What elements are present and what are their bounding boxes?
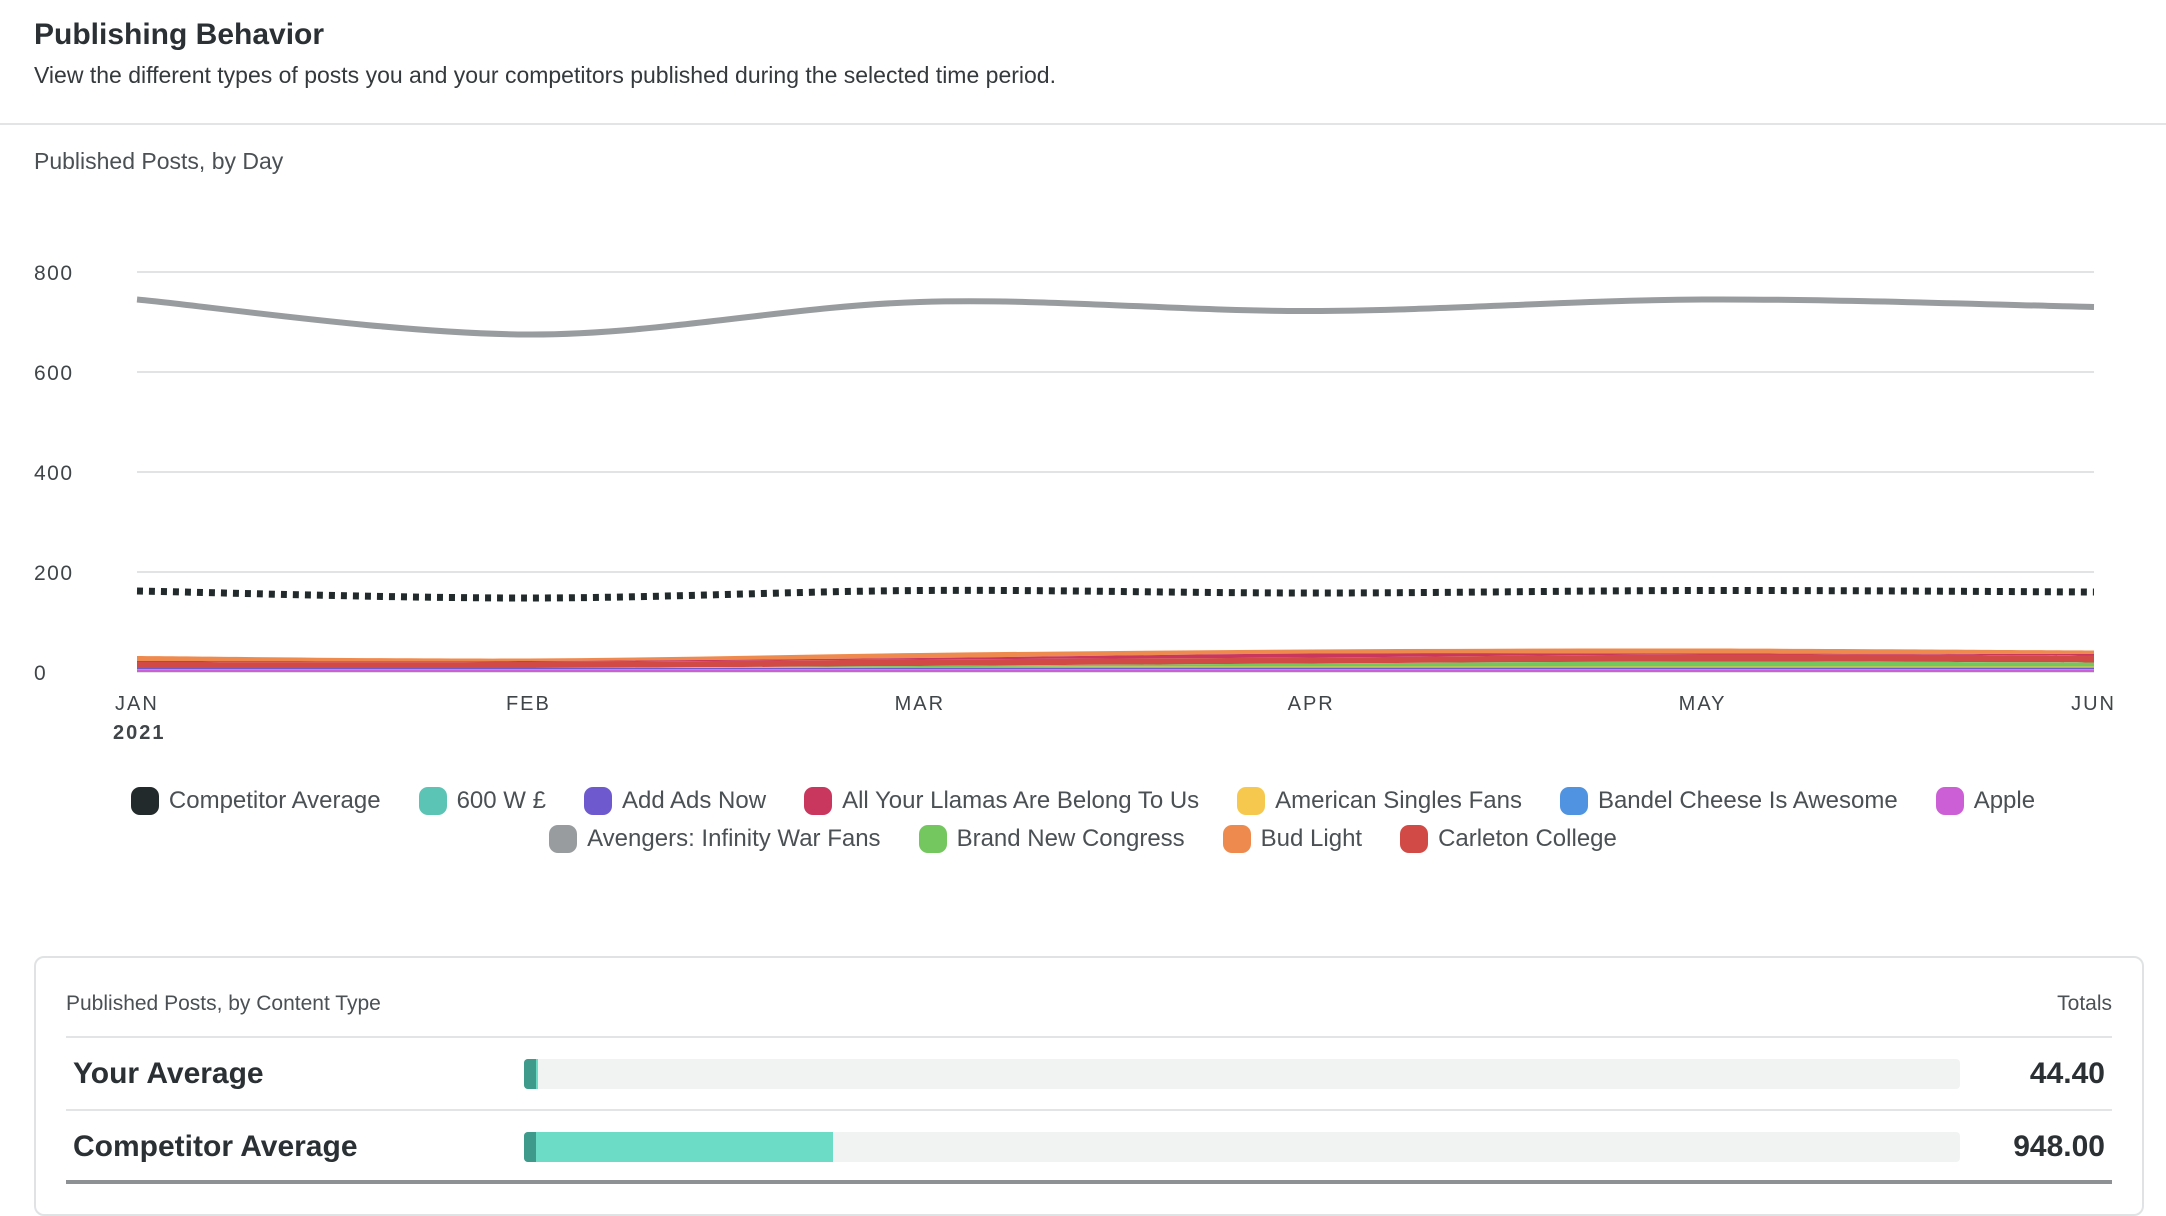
content-type-title: Published Posts, by Content Type bbox=[66, 992, 381, 1015]
y-tick-label: 0 bbox=[34, 662, 47, 685]
series-line-avengers-infinity-war-fans bbox=[136, 296, 2095, 338]
published-posts-chart: 800 600 400 200 0 JAN FEB MAR APR MAY JUN 2021 bbox=[34, 262, 2116, 744]
legend-label: Bud Light bbox=[1260, 825, 1363, 852]
area-bandel-cheese-is-awesome bbox=[137, 667, 2094, 669]
chart-title: Published Posts, by Day bbox=[34, 148, 284, 174]
progress-track bbox=[524, 1132, 1960, 1162]
y-tick-label: 600 bbox=[34, 362, 74, 385]
area-american-singles-fans bbox=[137, 666, 2094, 669]
legend-label: Carleton College bbox=[1438, 825, 1617, 852]
content-type-card: Published Posts, by Content Type Totals … bbox=[34, 956, 2144, 1216]
legend-row: Competitor Average 600 W £ Add Ads Now All … bbox=[0, 782, 2166, 820]
y-tick-label: 400 bbox=[34, 462, 74, 485]
series-line-competitor-average bbox=[136, 586, 2095, 602]
area-bud-light bbox=[137, 648, 2094, 662]
legend-swatch bbox=[1237, 787, 1266, 815]
area-600-w- bbox=[137, 669, 2094, 670]
y-tick-label: 200 bbox=[34, 562, 74, 585]
card-divider bbox=[66, 1036, 2112, 1038]
chart-legend: Competitor Average 600 W £ Add Ads Now All … bbox=[0, 782, 2166, 858]
legend-swatch bbox=[583, 787, 612, 815]
legend-swatch bbox=[130, 787, 159, 815]
legend-item[interactable]: American Singles Fans bbox=[1237, 787, 1522, 815]
legend-item[interactable]: 600 W £ bbox=[418, 787, 546, 815]
legend-item[interactable]: Bud Light bbox=[1222, 825, 1363, 853]
legend-item[interactable]: Add Ads Now bbox=[583, 787, 767, 815]
legend-swatch bbox=[1222, 825, 1251, 853]
x-tick-label: JUN bbox=[2071, 693, 2116, 715]
progress-cap bbox=[524, 1132, 536, 1162]
page-title: Publishing Behavior bbox=[34, 18, 325, 51]
legend-item[interactable]: Avengers: Infinity War Fans bbox=[549, 825, 881, 853]
legend-swatch bbox=[918, 825, 947, 853]
content-row-competitor-average: Competitor Average 948.00 bbox=[66, 1112, 2112, 1182]
legend-label: 600 W £ bbox=[456, 787, 546, 814]
totals-label: Totals bbox=[2057, 992, 2112, 1015]
row-label: Your Average bbox=[73, 1057, 264, 1090]
legend-row: Avengers: Infinity War Fans Brand New Con… bbox=[0, 820, 2166, 858]
legend-item[interactable]: Bandel Cheese Is Awesome bbox=[1559, 787, 1898, 815]
legend-item[interactable]: Competitor Average bbox=[130, 787, 381, 815]
x-tick-label: MAY bbox=[1679, 693, 1727, 715]
legend-item[interactable]: Brand New Congress bbox=[918, 825, 1185, 853]
legend-swatch bbox=[549, 825, 578, 853]
x-tick-label: JAN bbox=[115, 693, 159, 715]
legend-label: All Your Llamas Are Belong To Us bbox=[842, 787, 1200, 814]
legend-label: Avengers: Infinity War Fans bbox=[587, 825, 881, 852]
legend-label: Brand New Congress bbox=[956, 825, 1185, 852]
legend-swatch bbox=[418, 787, 447, 815]
section-header: Publishing Behavior View the different t… bbox=[34, 16, 2132, 92]
legend-item[interactable]: All Your Llamas Are Belong To Us bbox=[804, 787, 1199, 815]
content-row-your-average: Your Average 44.40 bbox=[66, 1039, 2112, 1109]
area-carleton-college bbox=[137, 654, 2094, 669]
legend-swatch bbox=[1400, 825, 1429, 853]
progress-track bbox=[524, 1059, 1960, 1089]
x-tick-label: MAR bbox=[895, 693, 945, 715]
legend-swatch bbox=[1935, 787, 1964, 815]
area-brand-new-congress bbox=[137, 661, 2094, 669]
progress-cap bbox=[524, 1059, 536, 1089]
area-add-ads-now bbox=[137, 668, 2094, 669]
legend-item[interactable]: Carleton College bbox=[1400, 825, 1617, 853]
legend-swatch bbox=[1559, 787, 1588, 815]
x-year-label: 2021 bbox=[113, 722, 166, 744]
legend-label: Add Ads Now bbox=[621, 787, 767, 814]
legend-label: American Singles Fans bbox=[1275, 787, 1522, 814]
row-total: 44.40 bbox=[2029, 1057, 2105, 1090]
content-type-header: Published Posts, by Content Type Totals bbox=[66, 992, 2112, 1016]
progress-fill bbox=[524, 1132, 834, 1162]
x-tick-label: APR bbox=[1288, 693, 1335, 715]
row-total: 948.00 bbox=[2013, 1130, 2105, 1163]
row-label: Competitor Average bbox=[73, 1130, 358, 1163]
legend-label: Apple bbox=[1973, 787, 2036, 814]
legend-swatch bbox=[804, 787, 833, 815]
header-divider bbox=[0, 123, 2166, 125]
page-subtitle: View the different types of posts you an… bbox=[34, 62, 1056, 88]
x-tick-label: FEB bbox=[506, 693, 551, 715]
card-divider bbox=[66, 1109, 2112, 1111]
area-apple bbox=[137, 670, 2094, 672]
card-bottom-rule bbox=[66, 1180, 2112, 1184]
area-all-your-llamas-are-belong-to-us bbox=[137, 653, 2094, 663]
legend-label: Bandel Cheese Is Awesome bbox=[1597, 787, 1898, 814]
legend-item[interactable]: Apple bbox=[1935, 787, 2036, 815]
legend-label: Competitor Average bbox=[168, 787, 381, 814]
y-tick-label: 800 bbox=[34, 262, 74, 285]
